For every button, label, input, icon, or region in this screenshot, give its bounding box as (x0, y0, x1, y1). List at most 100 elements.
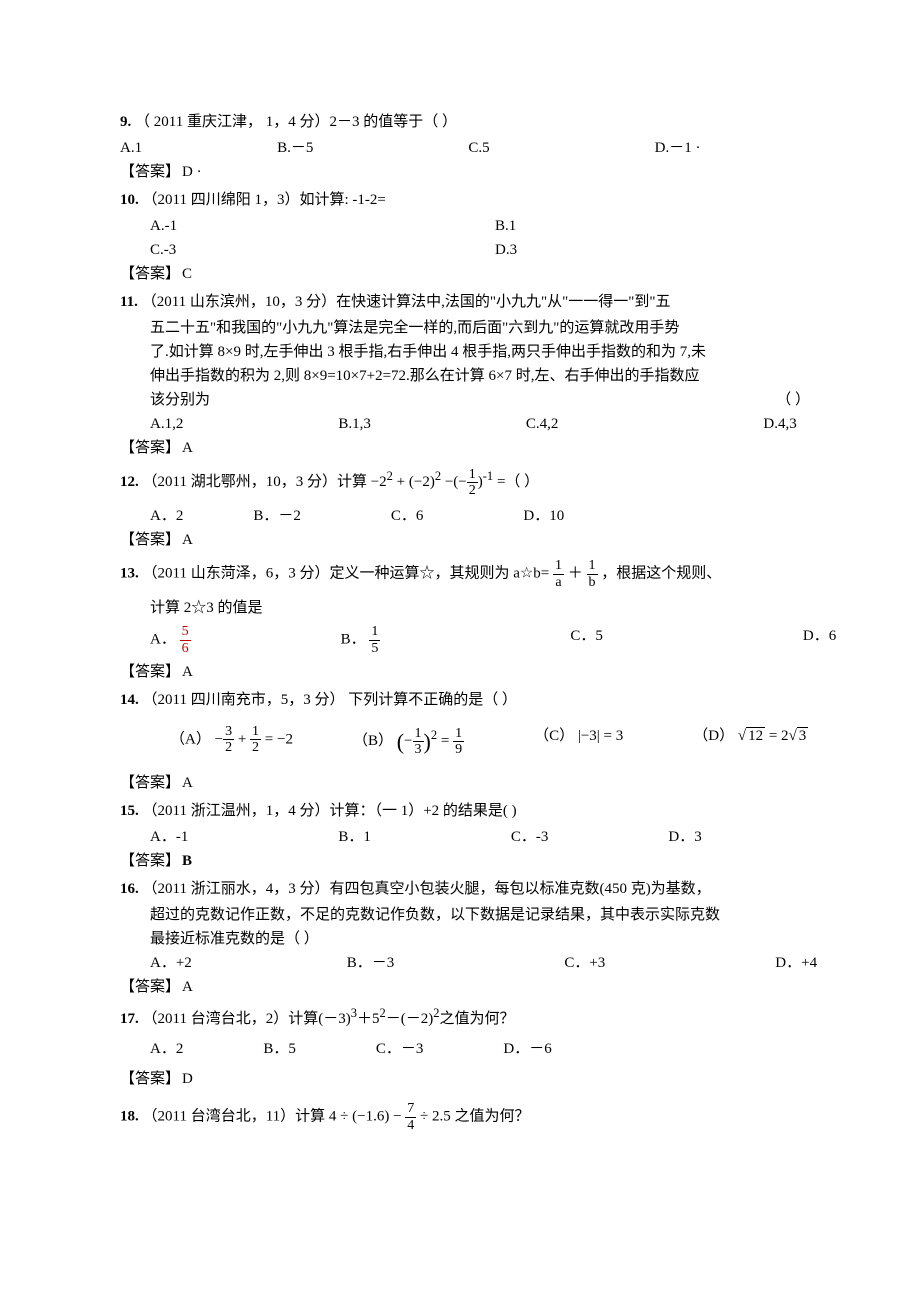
q15-answer-value: B (182, 853, 192, 869)
q15-answer: 【答案】B (120, 849, 810, 873)
q14-a-f1n: 3 (223, 724, 234, 740)
q12-opt-c: C．6 (391, 504, 424, 528)
q13-b-fd: 5 (369, 641, 380, 656)
q13-a-frac: 56 (180, 624, 191, 656)
q13-f1n: 1 (553, 558, 564, 574)
q17-opt-c: C．－3 (376, 1037, 424, 1061)
q13-opt-c: C．5 (570, 624, 603, 656)
q16-answer-value: A (182, 979, 193, 995)
q13-opts: A． 56 B． 15 C．5 D．6 (120, 624, 810, 656)
q12-mo: −(− (445, 474, 467, 490)
q18-fd: 4 (405, 1118, 416, 1133)
q17-opts: A．2 B．5 C．－3 D．－6 (120, 1037, 810, 1061)
q14-answer-value: A (182, 775, 193, 791)
q14-a-lab: （A） (170, 731, 211, 747)
q11-stem-l1: （2011 山东滨州，10，3 分）在快速计算法中,法国的"小九九"从"一一得一… (142, 294, 671, 310)
q10-opts: A.-1 B.1 C.-3 D.3 (120, 214, 810, 262)
q16-opts: A．+2 B．－3 C．+3 D．+4 (120, 951, 810, 975)
q10-opt-b: B.1 (465, 214, 810, 238)
q13-stem-prefix: （2011 山东菏泽，6，3 分）定义一种运算☆，其规则为 a☆b= (143, 566, 550, 582)
q11-answer: 【答案】A (120, 436, 810, 460)
q11-paren: （ ） (776, 388, 810, 412)
q13-answer: 【答案】A (120, 660, 810, 684)
q15-stem: （2011 浙江温州，1，4 分）计算：（一 1）+2 的结果是( ) (143, 803, 517, 819)
q12-t2e: 2 (435, 469, 441, 483)
q12: 12. （2011 湖北鄂州，10，3 分）计算 −22 + (−2)2 −(−… (120, 466, 810, 498)
q13-plus: ＋ (568, 566, 583, 582)
q18-frac: 74 (405, 1101, 416, 1133)
answer-label: 【答案】 (120, 664, 180, 680)
q14-num: 14. (120, 692, 139, 708)
q17-opt-d: D．－6 (503, 1037, 551, 1061)
q14-b-fn: 1 (413, 726, 424, 742)
q14-opt-a: （A） −3 2 + 12 = −2 (170, 724, 293, 759)
q15-opt-c: C．-3 (511, 825, 549, 849)
q12-frac: 12 (467, 467, 478, 499)
q13-f2: 1b (587, 558, 598, 590)
q11-answer-value: A (182, 440, 193, 456)
q14-a-f2: 12 (250, 724, 261, 756)
q14-b-eq: = (441, 733, 449, 749)
q14: 14. （2011 四川南充市，5，3 分） 下列计算不正确的是（ ） (120, 688, 810, 712)
q15: 15. （2011 浙江温州，1，4 分）计算：（一 1）+2 的结果是( ) (120, 799, 810, 823)
q16-l1: （2011 浙江丽水，4，3 分）有四包真空小包装火腿，每包以标准克数(450 … (143, 881, 711, 897)
q17-suf: 之值为何？ (439, 1011, 514, 1027)
answer-label: 【答案】 (120, 532, 180, 548)
q14-d-s1r: 12 (746, 727, 765, 744)
q15-num: 15. (120, 803, 139, 819)
q13-opt-b: B． 15 (341, 624, 381, 656)
q16-opt-c: C．+3 (564, 951, 605, 975)
q14-b-f: 13 (413, 726, 424, 758)
q9-answer-value: D · (182, 164, 202, 180)
q13-f1: 1a (553, 558, 564, 590)
q13-b-frac: 15 (369, 624, 380, 656)
q16-l3: 最接近标准克数的是（ ） (120, 927, 810, 951)
q18-pre: （2011 台湾台北，11）计算 4 ÷ (−1.6) − (143, 1109, 402, 1125)
q12-opt-a: A．2 (150, 504, 183, 528)
q17-m1: ＋5 (357, 1011, 380, 1027)
q14-b-rfd: 9 (453, 742, 464, 757)
q11-opts: A.1,2 B.1,3 C.4,2 D.4,3 (120, 412, 810, 436)
q14-opts: （A） −32 + 12 = −2 （B） (−13)2 = 19 （C） |−… (120, 724, 810, 759)
q12-stem-prefix: （2011 湖北鄂州，10，3 分）计算 (143, 474, 367, 490)
q9-opts: A.1 B.－5 C.5 D.－1 · (120, 136, 810, 160)
q11-num: 11. (120, 294, 138, 310)
q17-num: 17. (120, 1011, 139, 1027)
q9-opt-d: D.－1 · (655, 136, 701, 160)
q13-answer-value: A (182, 664, 193, 680)
q14-c-lab: （C） (534, 728, 574, 744)
q12-fn: 1 (467, 467, 478, 483)
q14-d-s2: 3 (789, 724, 809, 748)
answer-label: 【答案】 (120, 979, 180, 995)
q14-b-rf: 19 (453, 726, 464, 758)
q14-d-s2r: 3 (797, 727, 809, 744)
q17-answer-value: D (182, 1071, 193, 1087)
q11-stem-l5-text: 该分别为 (150, 392, 210, 408)
q14-opt-c: （C） |−3| = 3 (534, 724, 623, 759)
q18-num: 18. (120, 1109, 139, 1125)
q12-opts: A．2 B．－2 C．6 D．10 (120, 504, 810, 528)
q10: 10. （2011 四川绵阳 1，3）如计算: -1-2= (120, 188, 810, 212)
answer-label: 【答案】 (120, 1071, 180, 1087)
q14-a-p: + (238, 731, 246, 747)
q14-a-r: = −2 (265, 731, 293, 747)
q13-b-label: B． (341, 632, 366, 648)
q13-a-fn: 5 (180, 624, 191, 640)
q10-answer: 【答案】C (120, 262, 810, 286)
q11-stem-l3: 了.如计算 8×9 时,左手伸出 3 根手指,右手伸出 4 根手指,两只手伸出手… (120, 340, 810, 364)
q13-b-fn: 1 (369, 624, 380, 640)
q13-a-label: A． (150, 632, 176, 648)
q9-opt-a: A.1 (120, 136, 142, 160)
q14-a-f2d: 2 (250, 740, 261, 755)
q12-t1e: 2 (387, 469, 393, 483)
q13-a-fd: 6 (180, 641, 191, 656)
q15-opts: A．-1 B．1 C．-3 D．3 (120, 825, 810, 849)
q10-answer-value: C (182, 266, 192, 282)
q14-b-rfn: 1 (453, 726, 464, 742)
q17-pre: （2011 台湾台北，2）计算(－3) (143, 1011, 351, 1027)
answer-label: 【答案】 (120, 164, 180, 180)
q14-a-m: − (215, 731, 223, 747)
q11-opt-a: A.1,2 (150, 412, 183, 436)
q13-opt-d: D．6 (803, 624, 836, 656)
q13-line2: 计算 2☆3 的值是 (120, 596, 810, 620)
